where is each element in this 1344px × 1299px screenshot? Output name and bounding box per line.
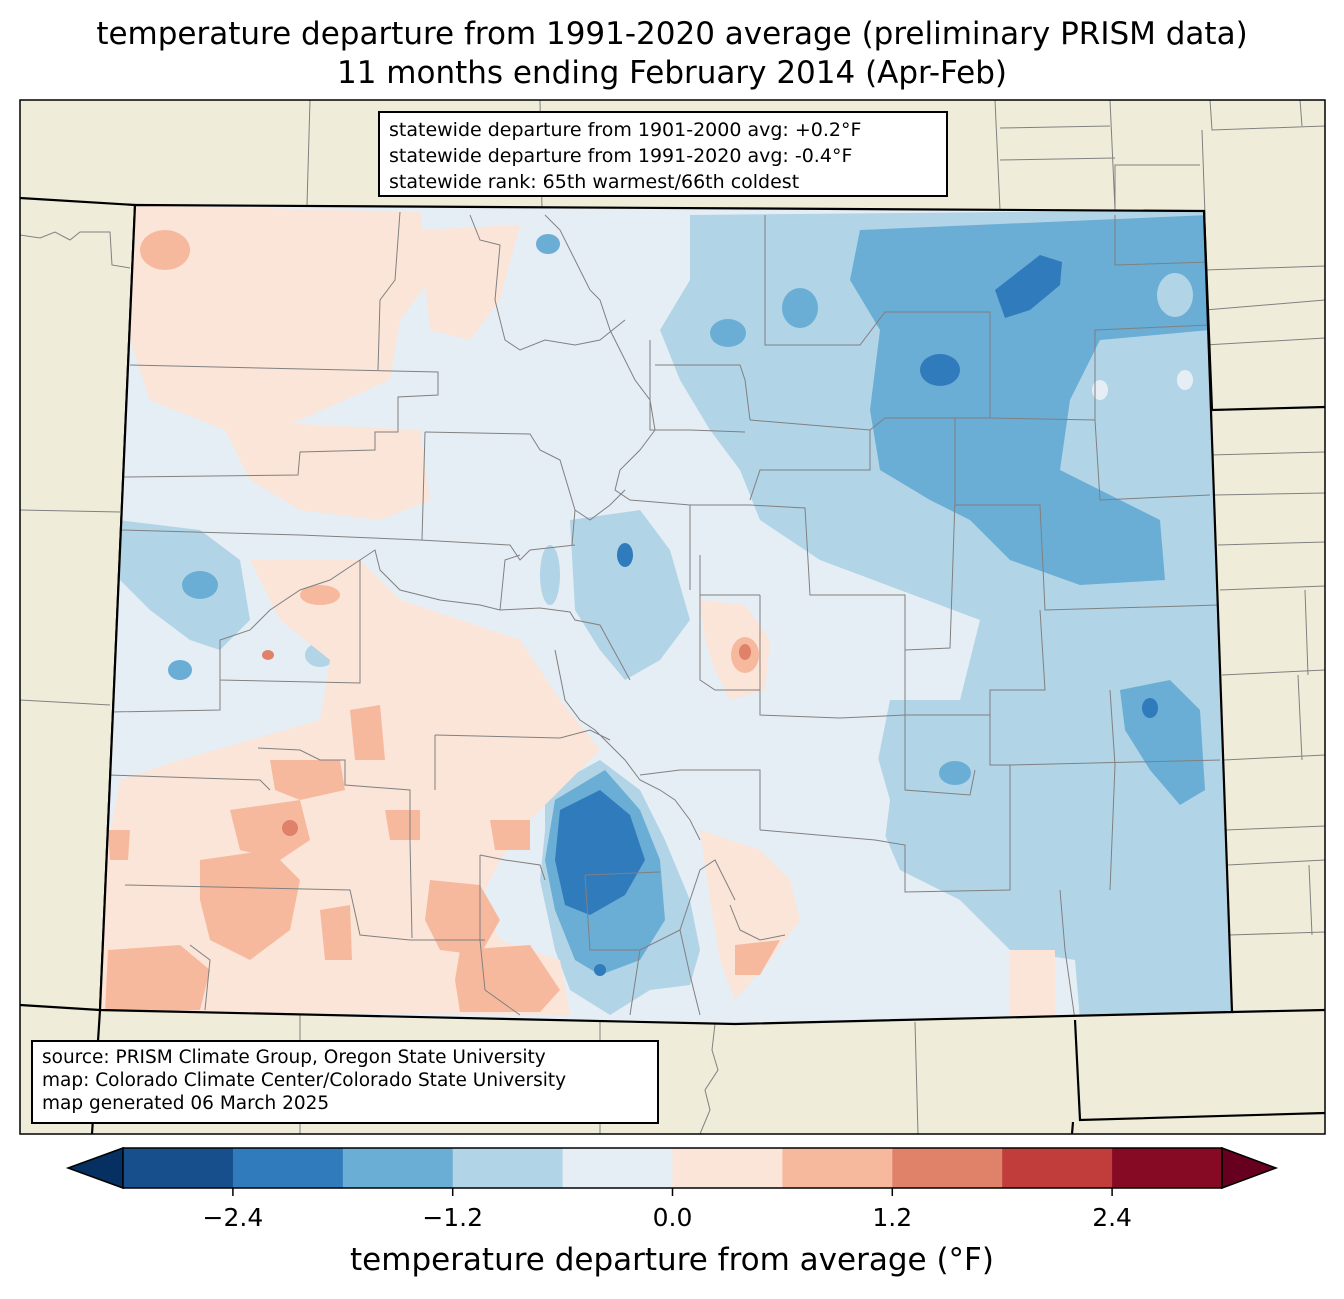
colorado-border [98,203,1234,1026]
colorbar-bin [672,1148,783,1188]
colorbar-label: temperature departure from average (°F) [350,1242,994,1278]
colorbar-tick-label: −2.4 [202,1203,264,1232]
colorbar [65,1146,1279,1196]
stats-departure-1991-2020: statewide departure from 1991-2020 avg: … [389,145,853,167]
source-credit: source: PRISM Climate Group, Oregon Stat… [42,1047,546,1068]
colorbar-bin [452,1148,564,1188]
colorbar-tick-label: 1.2 [872,1203,913,1232]
map-credit: map: Colorado Climate Center/Colorado St… [42,1070,567,1091]
colorbar-bin [342,1148,454,1188]
county-lines [107,211,1221,1021]
colorbar-bin [892,1148,1003,1188]
colorbar-bin [123,1148,234,1188]
colorbar-under-arrow [65,1146,124,1190]
colorbar-bin [1002,1148,1113,1188]
temperature-field [100,205,1232,1024]
colorbar-bin [232,1148,344,1188]
stats-departure-1901-2000: statewide departure from 1901-2000 avg: … [389,119,862,141]
source-box: source: PRISM Climate Group, Oregon Stat… [31,1040,659,1124]
colorbar-tick-label: −1.2 [422,1203,484,1232]
map-frame [19,99,1326,1135]
statewide-stats-box: statewide departure from 1901-2000 avg: … [378,111,948,197]
map-subtitle: 11 months ending February 2014 (Apr-Feb) [337,55,1007,91]
colorbar-over-arrow [1221,1146,1279,1190]
colorbar-bin [1112,1148,1223,1188]
map-generated-date: map generated 06 March 2025 [42,1093,330,1114]
map-title: temperature departure from 1991-2020 ave… [96,16,1248,52]
colorbar-bin [782,1148,893,1188]
stats-rank: statewide rank: 65th warmest/66th coldes… [389,171,800,193]
colorbar-bin [562,1148,673,1188]
colorbar-tick-label: 0.0 [652,1203,693,1232]
colorbar-tick-label: 2.4 [1092,1203,1132,1232]
